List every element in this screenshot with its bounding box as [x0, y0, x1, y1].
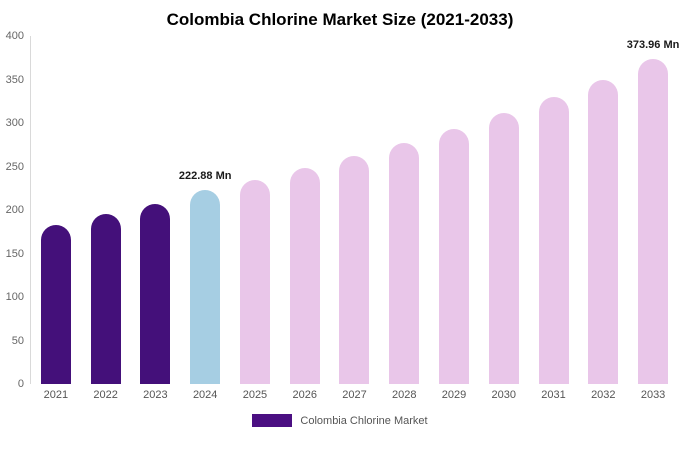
legend-swatch — [252, 414, 293, 427]
chart: Colombia Chlorine Market Size (2021-2033… — [0, 10, 680, 427]
bar-2032 — [588, 79, 619, 384]
x-tick-label: 2021 — [43, 389, 69, 401]
bar-2027 — [339, 156, 370, 384]
bar-column — [230, 36, 280, 384]
bar-2024 — [190, 190, 221, 384]
bar-column — [578, 36, 628, 384]
x-tick-label: 2033 — [640, 389, 666, 401]
x-tick-label: 2031 — [541, 389, 566, 401]
y-tick-label: 300 — [5, 117, 24, 129]
bar-2023 — [140, 203, 171, 384]
bar-2031 — [538, 96, 569, 384]
chart-title: Colombia Chlorine Market Size (2021-2033… — [166, 10, 514, 29]
bar-value-label: 222.88 Mn — [178, 170, 232, 183]
x-tick-label: 2026 — [292, 389, 317, 401]
bar-column — [529, 36, 579, 384]
y-tick-label: 0 — [17, 378, 24, 390]
legend: Colombia Chlorine Market — [0, 414, 680, 427]
bar-2025 — [239, 180, 270, 384]
x-tick-label: 2022 — [93, 389, 118, 401]
bar-value-label: 373.96 Mn — [626, 38, 680, 51]
bar-2029 — [439, 129, 469, 384]
x-tick-label: 2024 — [192, 389, 218, 401]
bar-column — [330, 36, 380, 384]
bar-2030 — [488, 113, 519, 384]
bar-column: 373.96 Mn — [626, 36, 680, 384]
y-tick-label: 400 — [5, 30, 24, 42]
bar-2033 — [638, 58, 669, 384]
bar-column — [280, 36, 330, 384]
bar-column — [31, 36, 81, 384]
plot-wrap: 222.88 Mn 373.96 Mn 2021 2022 2023 2024 2025 2… — [30, 36, 680, 401]
x-tick-label: 2030 — [491, 389, 517, 401]
y-tick-label: 100 — [5, 291, 24, 303]
bar-column — [479, 36, 529, 384]
bar-column — [131, 36, 181, 384]
y-tick-label: 350 — [5, 73, 24, 86]
x-tick-label: 2027 — [342, 389, 367, 401]
y-tick-label: 250 — [5, 160, 24, 173]
bar-2028 — [389, 143, 420, 384]
bar-column: 222.88 Mn — [178, 36, 232, 384]
bar-column — [429, 36, 479, 384]
bar-column — [81, 36, 131, 384]
y-tick-label: 200 — [5, 204, 24, 216]
bar-2021 — [40, 224, 71, 384]
x-tick-label: 2023 — [143, 389, 168, 401]
x-tick-label: 2025 — [242, 389, 268, 401]
y-axis: 0 50 100 150 200 250 300 350 400 — [0, 30, 30, 390]
legend-label: Colombia Chlorine Market — [300, 414, 428, 427]
bar-column — [379, 36, 429, 384]
bar-2026 — [289, 168, 320, 384]
plot-area: 222.88 Mn 373.96 Mn — [30, 36, 680, 384]
y-tick-label: 150 — [5, 247, 24, 260]
bar-2022 — [90, 214, 121, 384]
x-tick-label: 2032 — [591, 389, 616, 401]
x-tick-label: 2028 — [392, 389, 417, 401]
chart-body: 0 50 100 150 200 250 300 350 400 222.88 Mn 373.96… — [0, 30, 680, 401]
x-axis: 2021 2022 2023 2024 2025 2026 2027 2028 2029 2030… — [30, 389, 678, 401]
y-tick-label: 50 — [11, 334, 24, 347]
x-tick-label: 2029 — [441, 389, 467, 401]
